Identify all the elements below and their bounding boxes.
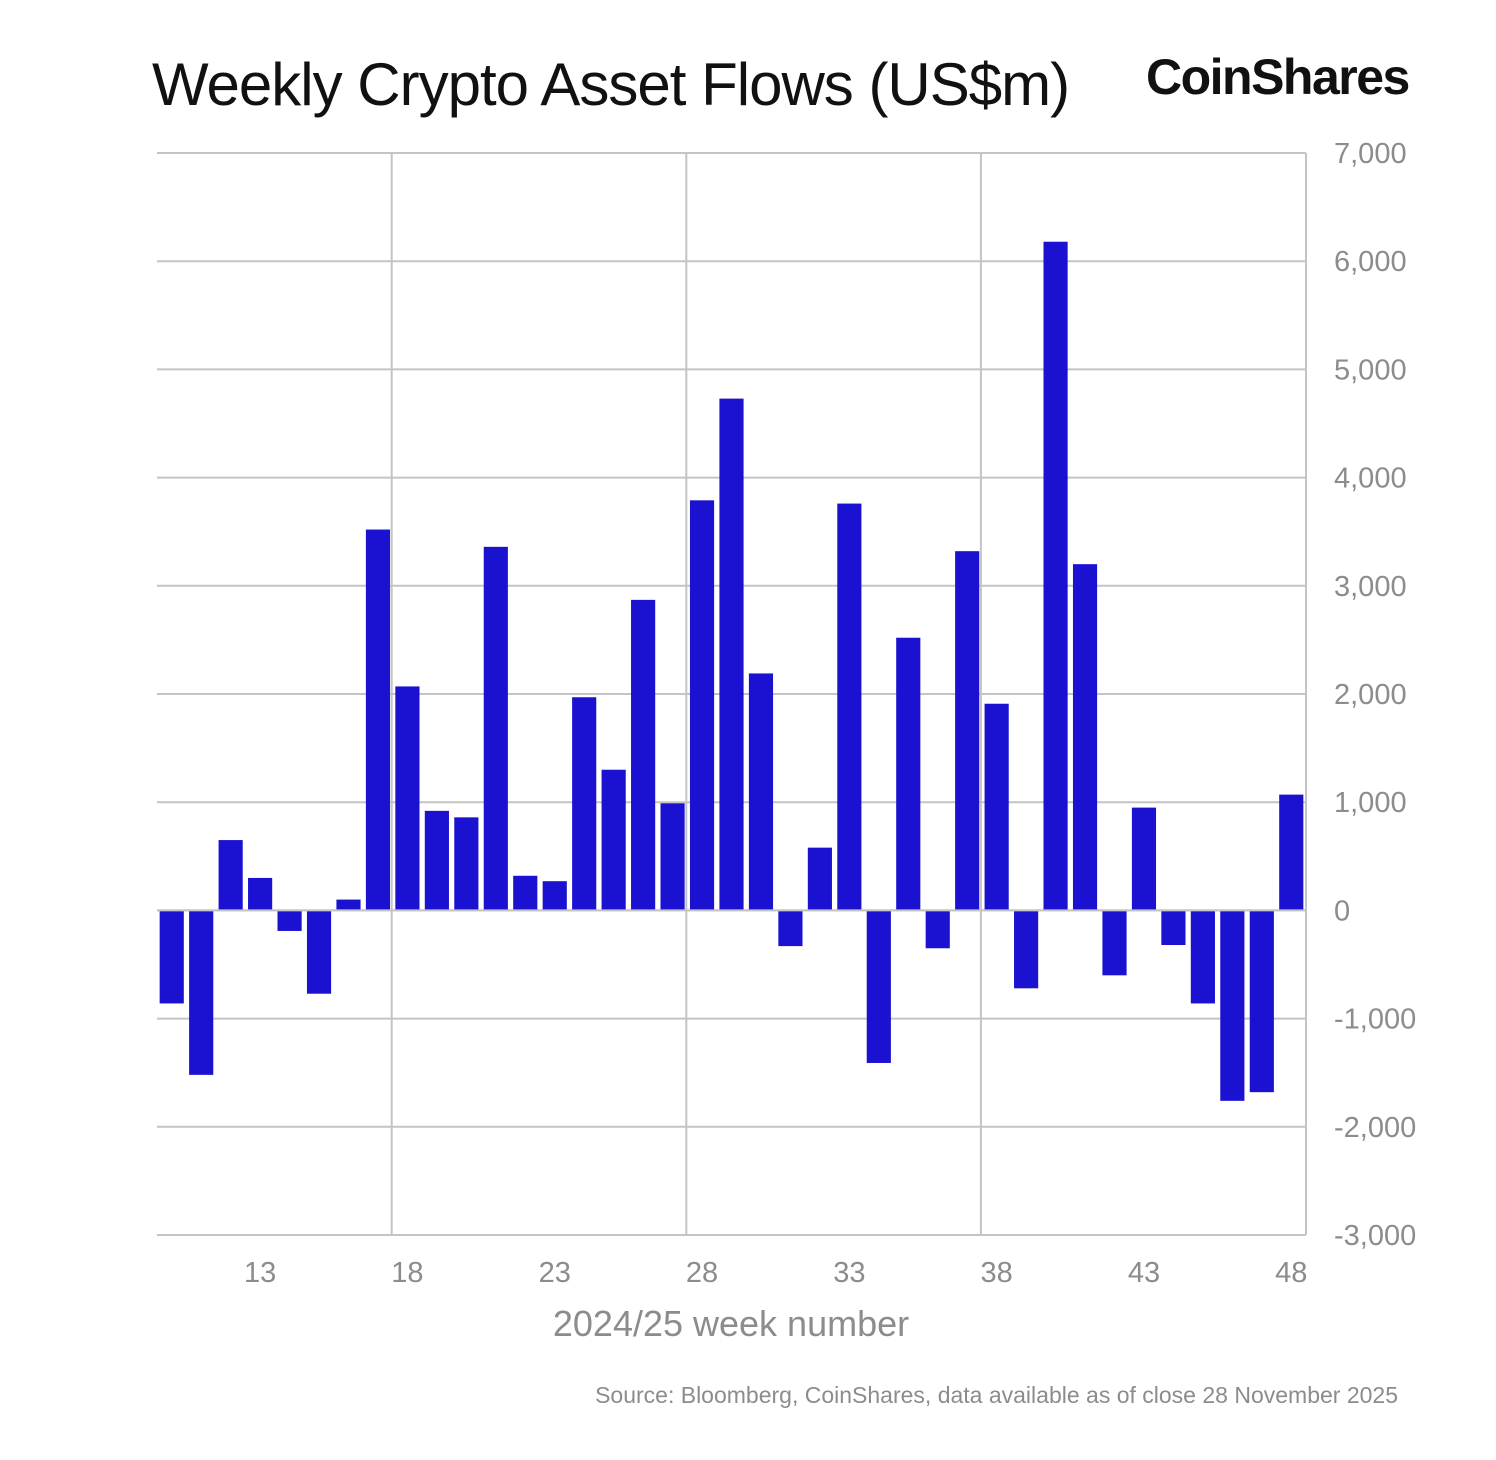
bar-week-19 — [424, 810, 449, 911]
bar-week-21 — [483, 546, 508, 911]
bar-week-31 — [778, 910, 803, 947]
x-tick-label: 23 — [539, 1257, 571, 1289]
bar-week-45 — [1190, 910, 1215, 1004]
tick-labels: 7,000 6,000 5,000 4,000 3,000 2,000 1,000 0 -1,0… — [244, 138, 1416, 1289]
bar-week-47 — [1249, 910, 1274, 1093]
bar-week-39 — [1014, 910, 1039, 989]
y-tick-label: 6,000 — [1334, 246, 1407, 278]
bar-week-28 — [689, 500, 715, 911]
source-note: Source: Bloomberg, CoinShares, data avai… — [595, 1382, 1398, 1408]
bar-week-44 — [1161, 910, 1186, 946]
bar-week-14 — [277, 910, 302, 931]
axes — [157, 153, 1307, 1235]
x-tick-label: 18 — [391, 1257, 423, 1289]
bar-week-34 — [866, 910, 891, 1063]
bar-week-32 — [807, 847, 832, 911]
bar-week-23 — [542, 881, 567, 911]
bar-week-33 — [837, 503, 862, 911]
y-tick-label: 5,000 — [1334, 354, 1407, 386]
bar-week-22 — [513, 875, 538, 911]
bar-week-41 — [1072, 564, 1098, 911]
bar-week-25 — [601, 769, 626, 911]
bar-week-24 — [572, 697, 597, 911]
bar-week-35 — [896, 637, 921, 911]
coinshares-logo: CoinShares — [1146, 49, 1410, 105]
bar-week-30 — [748, 673, 774, 911]
chart-title: Weekly Crypto Asset Flows (US$m) — [152, 51, 1070, 118]
bar-week-29 — [719, 398, 744, 911]
bar-week-38 — [984, 703, 1009, 911]
bar-week-12 — [218, 840, 243, 911]
x-tick-label: 33 — [833, 1257, 865, 1289]
bar-week-18 — [395, 686, 420, 911]
y-tick-label: 7,000 — [1334, 138, 1407, 170]
bar-week-10 — [159, 910, 184, 1004]
bar-week-37 — [955, 551, 980, 911]
x-tick-label: 28 — [686, 1257, 718, 1289]
y-tick-label: -2,000 — [1334, 1112, 1416, 1144]
bar-week-13 — [248, 877, 273, 911]
y-tick-label: 2,000 — [1334, 679, 1407, 711]
x-axis-title: 2024/25 week number — [553, 1303, 909, 1344]
bar-week-27 — [660, 803, 685, 911]
bar-week-11 — [189, 910, 214, 1075]
bars — [159, 241, 1304, 1101]
bar-week-48 — [1279, 794, 1304, 911]
x-tick-label: 13 — [244, 1257, 276, 1289]
y-tick-label: 4,000 — [1334, 463, 1407, 495]
y-tick-label: 3,000 — [1334, 571, 1407, 603]
bar-week-43 — [1131, 807, 1157, 911]
bar-week-20 — [454, 817, 479, 911]
bar-week-40 — [1043, 241, 1068, 911]
bar-week-26 — [631, 599, 656, 911]
x-tick-label: 48 — [1275, 1257, 1307, 1289]
y-tick-label: 0 — [1334, 895, 1350, 927]
y-tick-label: 1,000 — [1334, 787, 1407, 819]
x-tick-label: 43 — [1128, 1257, 1160, 1289]
y-tick-label: -3,000 — [1334, 1220, 1416, 1252]
y-tick-label: -1,000 — [1334, 1004, 1416, 1036]
bar-week-17 — [365, 529, 391, 911]
bar-week-16 — [336, 899, 361, 911]
bar-week-15 — [306, 910, 332, 994]
bar-week-42 — [1102, 910, 1127, 976]
x-tick-label: 38 — [981, 1257, 1013, 1289]
bar-week-36 — [925, 910, 950, 949]
bar-week-46 — [1220, 910, 1245, 1101]
